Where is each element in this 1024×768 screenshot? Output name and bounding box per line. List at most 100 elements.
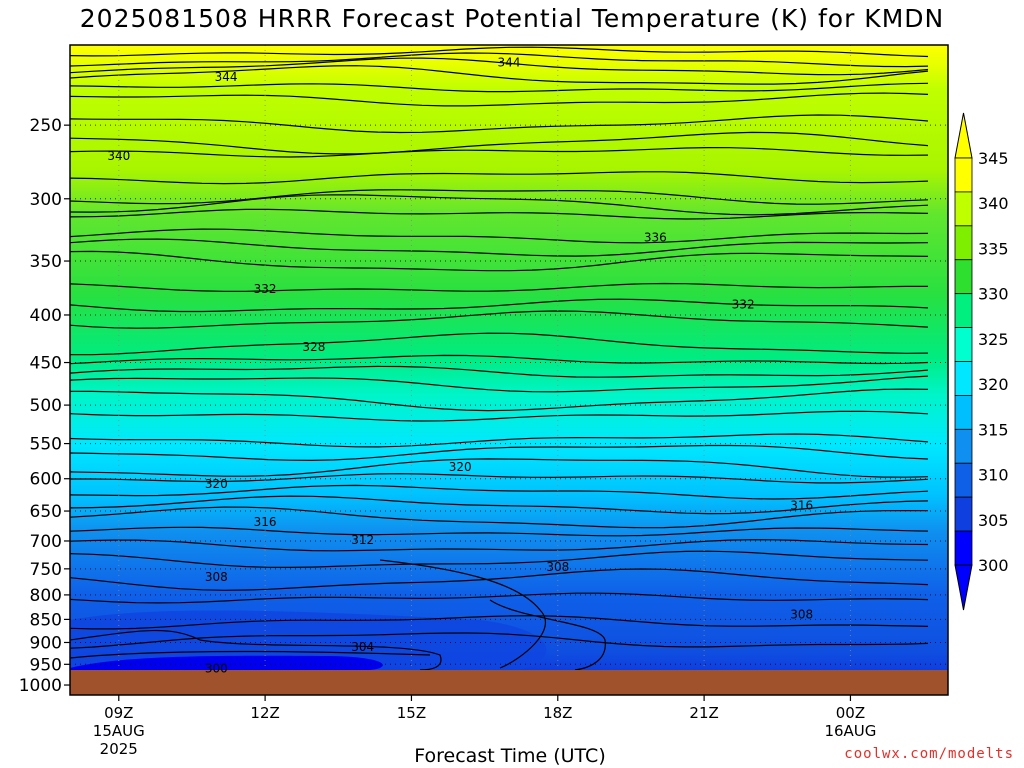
colorbar-label: 300 [978, 556, 1009, 575]
y-tick-label: 300 [30, 190, 62, 210]
contour-labels: 344 344 340 336 332 332 328 320 320 316 316 312 308 3… [107, 55, 813, 675]
colorbar-label: 335 [978, 239, 1009, 258]
isentrope-line [69, 568, 929, 591]
isentrope-line [69, 65, 929, 85]
isentrope-line [69, 92, 929, 107]
x-tick-label: 21Z [689, 704, 718, 722]
contour-label: 332 [732, 298, 755, 312]
contour-label: 304 [351, 640, 374, 654]
contour-label: 308 [790, 608, 813, 622]
y-tick-label: 900 [30, 633, 62, 653]
isentrope-line [69, 52, 929, 68]
isentrope-line [69, 298, 929, 313]
colorbar-label: 345 [978, 149, 1009, 168]
isentrope-line [69, 238, 929, 257]
y-tick-label: 400 [30, 306, 62, 326]
isentrope-line [69, 131, 929, 155]
isentrope-line [489, 599, 606, 671]
x-tick-label: 09Z [104, 704, 133, 722]
isentrope-line [69, 146, 929, 158]
ground-fill [70, 670, 948, 695]
y-tick-label: 650 [30, 502, 62, 522]
x-tick-label: 00Z [836, 704, 865, 722]
contour-label: 328 [302, 340, 325, 354]
x-tick-sublabel: 2025 [100, 740, 138, 758]
contour-label: 312 [351, 533, 374, 547]
isentrope-line [69, 410, 929, 422]
credit-text: coolwx.com/modelts [844, 746, 1014, 762]
y-tick-label: 450 [30, 354, 62, 374]
colorbar-swatch [954, 327, 973, 362]
isentrope-line [379, 559, 547, 669]
isentrope-line [69, 458, 929, 478]
y-tick-label: 750 [30, 560, 62, 580]
colorbar-label: 325 [978, 330, 1009, 349]
isentrope-line [69, 433, 929, 448]
isentrope-line [69, 354, 929, 365]
isentrope-line [69, 650, 431, 659]
isentrope-line [69, 388, 929, 412]
contour-label: 336 [644, 230, 667, 244]
isentrope-line [69, 375, 929, 393]
contour-label: 320 [449, 460, 472, 474]
contour-label: 344 [215, 70, 238, 84]
ground-surface [70, 670, 948, 695]
y-tick-label: 550 [30, 435, 62, 455]
contour-label: 340 [107, 149, 130, 163]
isentrope-line [69, 539, 929, 552]
isentrope-line [69, 484, 929, 500]
y-tick-label: 850 [30, 610, 62, 630]
isentrope-line [69, 506, 929, 529]
colorbar-swatch [954, 191, 973, 227]
isentrope-line [69, 57, 929, 76]
plot-frame [69, 44, 949, 696]
contour-label: 344 [498, 55, 521, 69]
isentrope-line [69, 526, 929, 537]
isentrope-line [69, 250, 929, 272]
colorbar-swatch [954, 530, 973, 566]
isentrope-line [69, 310, 929, 329]
isentrope-line [69, 114, 929, 134]
colorbar-swatch [954, 462, 973, 498]
colorbar-swatch [954, 293, 973, 328]
grid-lines [70, 45, 948, 670]
contour-label: 320 [205, 477, 228, 491]
colorbar-swatch [954, 428, 973, 464]
isentrope-line [70, 473, 929, 484]
colorbar-swatch [954, 225, 973, 261]
contour-label: 316 [254, 515, 277, 529]
isentrope-contours [69, 46, 929, 671]
contour-label: 316 [790, 498, 813, 512]
isentrope-line [69, 194, 929, 216]
chart-title: 2025081508 HRRR Forecast Potential Tempe… [79, 4, 945, 33]
contour-label: 308 [205, 570, 228, 584]
isentrope-line [69, 228, 929, 244]
x-tick-sublabel: 16AUG [824, 722, 876, 740]
isentrope-line [69, 365, 929, 378]
colorbar-swatch [954, 361, 973, 396]
isentrope-line [69, 208, 929, 220]
colorbar-arrow-top [954, 112, 973, 159]
colorbar: 345 340 335 330 325 320 315 310 305 300 [954, 112, 1009, 611]
x-axis-label: Forecast Time (UTC) [414, 745, 606, 767]
y-tick-label: 950 [30, 655, 62, 675]
isentrope-line [69, 189, 929, 205]
y-tick-label: 600 [30, 470, 62, 490]
colorbar-label: 315 [978, 420, 1009, 439]
isentrope-line [69, 444, 929, 462]
colorbar-label: 330 [978, 285, 1009, 304]
y-axis-ticks: 250 300 350 400 450 500 550 600 650 700 750 800 850 9… [19, 116, 70, 696]
y-tick-label: 1000 [19, 676, 62, 696]
plot-border [69, 44, 949, 696]
colorbar-label: 310 [978, 466, 1009, 485]
isentrope-line [69, 282, 928, 292]
isentrope-line [69, 82, 929, 93]
contour-label: 300 [205, 662, 228, 676]
colorbar-arrow-bottom [954, 564, 973, 611]
isentrope-line [69, 632, 929, 649]
colorbar-label: 320 [978, 375, 1009, 394]
isentrope-line [69, 592, 929, 604]
isentrope-line [69, 550, 929, 569]
